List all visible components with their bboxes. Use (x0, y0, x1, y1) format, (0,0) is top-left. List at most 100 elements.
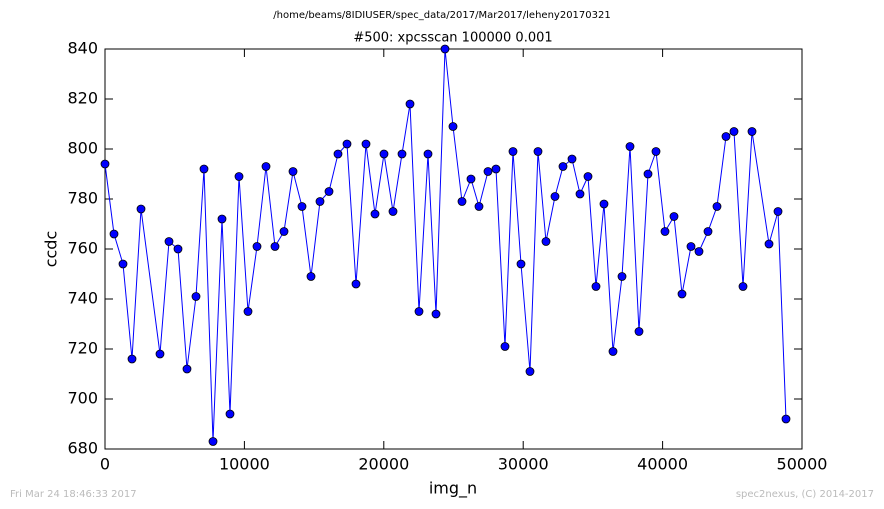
y-tick-label: 780 (67, 189, 98, 208)
x-tick-label: 50000 (777, 455, 828, 474)
data-point (703, 227, 713, 236)
data-point (567, 154, 577, 164)
data-point (457, 197, 467, 206)
suptitle: /home/beams/8IDIUSER/spec_data/2017/Mar2… (273, 10, 610, 21)
data-point (747, 127, 757, 136)
data-point (217, 214, 227, 224)
footer-right: spec2nexus, (C) 2014-2017 (736, 489, 874, 500)
data-point (781, 414, 791, 424)
data-point (342, 139, 352, 149)
data-point (625, 142, 635, 151)
x-tick-label: 30000 (498, 455, 549, 474)
data-point (773, 207, 783, 216)
data-point (651, 147, 661, 156)
data-point (550, 192, 560, 201)
data-point (252, 242, 262, 251)
data-point (634, 327, 644, 336)
data-point (599, 199, 609, 209)
data-point (261, 162, 271, 171)
data-point (474, 202, 484, 211)
data-point (516, 259, 526, 269)
data-line (104, 48, 787, 442)
y-tick-label: 820 (67, 89, 98, 108)
data-point (127, 354, 137, 364)
data-point (558, 162, 568, 171)
data-point (431, 309, 441, 319)
data-point (324, 187, 334, 196)
data-point (575, 189, 585, 199)
data-point (483, 167, 493, 176)
data-point (234, 172, 244, 181)
x-tick-label: 0 (100, 455, 110, 474)
data-point (669, 212, 679, 221)
y-tick-label: 700 (67, 389, 98, 408)
data-point (712, 202, 722, 211)
data-point (491, 164, 501, 174)
y-axis-label: ccdc (42, 231, 61, 268)
data-point (388, 207, 398, 216)
y-tick-label: 720 (67, 339, 98, 358)
data-point (109, 229, 119, 239)
data-point (660, 227, 670, 236)
data-point (643, 169, 653, 179)
data-point (191, 292, 201, 301)
data-point (315, 197, 325, 206)
data-point (608, 347, 618, 356)
data-point (182, 364, 192, 374)
chart-title: #500: xpcsscan 100000 0.001 (353, 31, 552, 46)
data-point (370, 209, 380, 219)
data-point (199, 164, 209, 174)
y-tick-label: 800 (67, 139, 98, 158)
data-point (583, 172, 593, 181)
data-point (617, 272, 627, 281)
data-point (729, 127, 739, 136)
data-point (721, 132, 731, 141)
data-point (333, 149, 343, 159)
data-point (173, 244, 183, 254)
y-tick-label: 740 (67, 289, 98, 308)
data-point (351, 279, 361, 289)
data-point (288, 167, 298, 176)
data-point (397, 149, 407, 159)
data-point (677, 289, 687, 299)
y-tick-label: 760 (67, 239, 98, 258)
data-point (591, 282, 601, 291)
data-point (466, 174, 476, 184)
data-point (361, 139, 371, 149)
data-point (541, 237, 551, 246)
data-point (243, 307, 253, 316)
data-point (764, 239, 774, 249)
data-point (533, 147, 543, 156)
data-point (118, 259, 128, 269)
data-point (525, 367, 535, 376)
data-point (306, 272, 316, 281)
data-point (686, 242, 696, 251)
data-point (164, 237, 174, 246)
data-point (500, 342, 510, 351)
y-tick-label: 680 (67, 439, 98, 458)
y-tick-label: 840 (67, 39, 98, 58)
x-tick-label: 40000 (637, 455, 688, 474)
data-point (225, 409, 235, 419)
data-point (100, 159, 110, 169)
data-point (440, 44, 450, 54)
data-point (423, 149, 433, 159)
data-point (297, 202, 307, 211)
footer-left: Fri Mar 24 18:46:33 2017 (10, 489, 137, 500)
x-tick-label: 10000 (219, 455, 270, 474)
data-point (270, 242, 280, 251)
data-point (694, 247, 704, 256)
data-point (414, 307, 424, 316)
data-point (136, 204, 146, 214)
data-point (379, 149, 389, 159)
data-point (155, 349, 165, 359)
x-tick-label: 20000 (358, 455, 409, 474)
data-point (208, 437, 218, 446)
data-point (448, 122, 458, 131)
x-axis-label: img_n (429, 479, 477, 499)
data-point (279, 227, 289, 236)
data-point (405, 99, 415, 109)
data-point (508, 147, 518, 156)
data-point (738, 282, 748, 291)
